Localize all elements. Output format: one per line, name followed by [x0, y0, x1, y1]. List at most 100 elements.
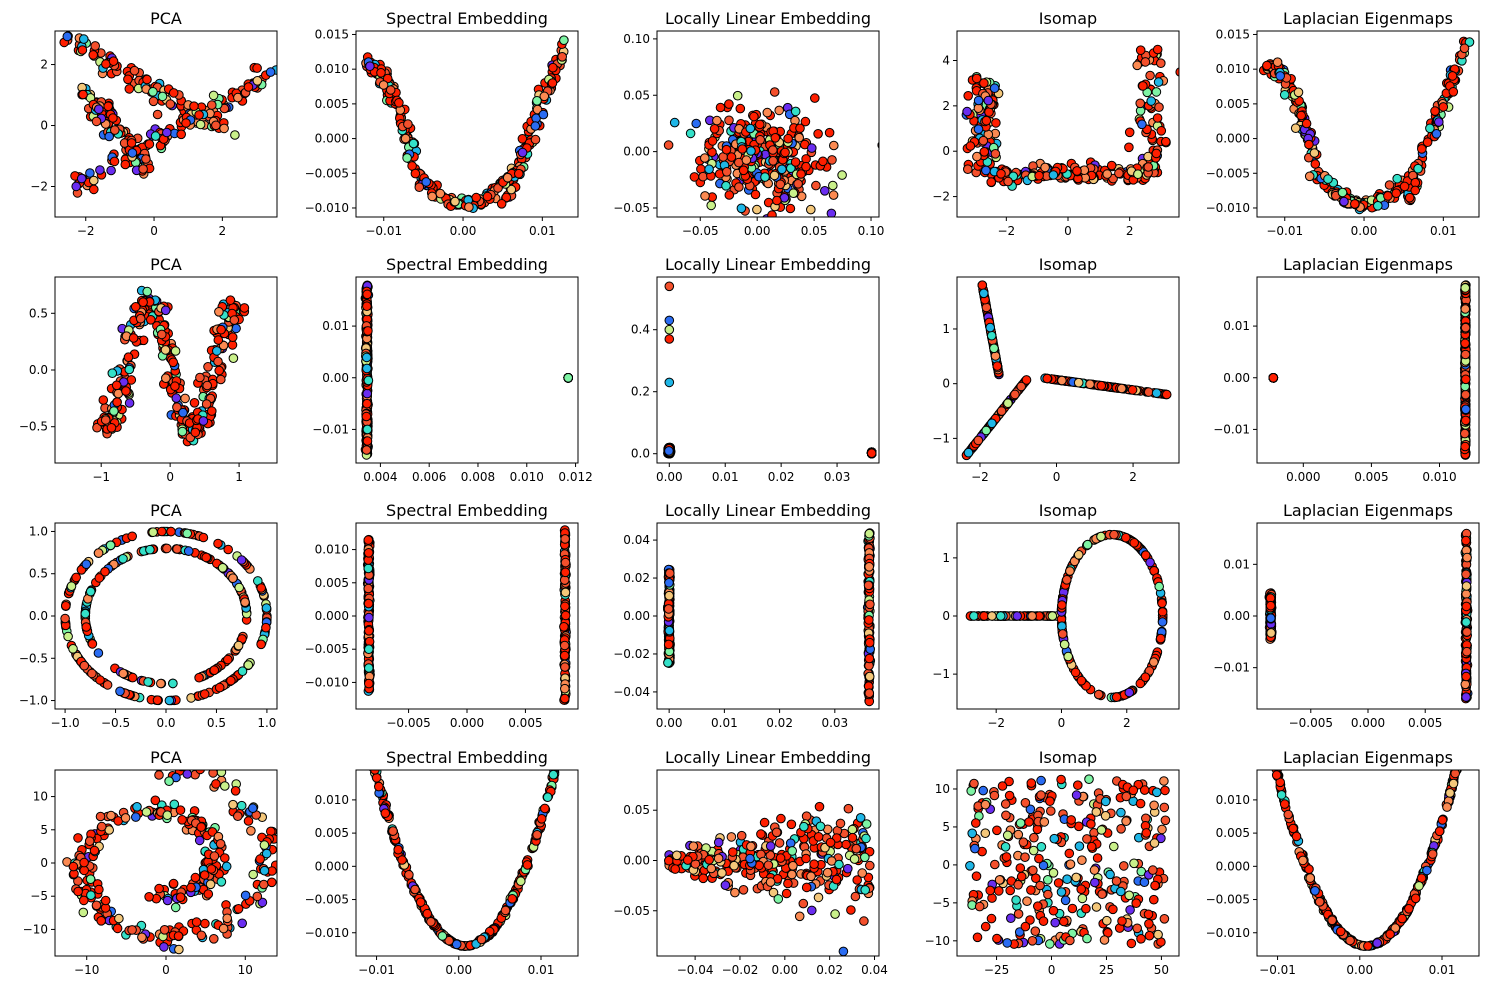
scatter-point — [1114, 168, 1124, 179]
y-tick-label: 2 — [942, 99, 950, 113]
y-tick-label: 0.0 — [29, 609, 48, 623]
scatter-point — [669, 117, 680, 128]
scatter-point — [689, 172, 700, 182]
scatter-point — [168, 88, 179, 98]
scatter-point — [126, 138, 137, 148]
scatter-point — [1157, 607, 1168, 617]
scatter-point — [1152, 44, 1163, 55]
scatter-point — [152, 695, 163, 706]
scatter-point — [363, 598, 374, 609]
scatter-point — [243, 660, 254, 670]
scatter-point — [226, 675, 236, 686]
scatter-point — [1262, 60, 1272, 71]
scatter-point — [141, 154, 151, 164]
x-tick-label: −2 — [971, 470, 989, 484]
scatter-point — [361, 411, 372, 422]
scatter-point — [777, 164, 787, 175]
scatter-point — [228, 573, 238, 584]
scatter-point — [378, 80, 389, 90]
scatter-point — [726, 152, 737, 162]
x-tick-label: 0.006 — [412, 470, 446, 484]
scatter-point — [1434, 117, 1444, 127]
scatter-point — [548, 62, 558, 73]
scatter-point — [1275, 71, 1285, 81]
scatter-point — [106, 165, 116, 176]
scatter-point — [502, 172, 513, 183]
scatter-point — [71, 572, 81, 583]
scatter-point — [989, 83, 1000, 93]
scatter-point — [124, 398, 135, 408]
y-tick-label: 0.0 — [29, 363, 48, 377]
scatter-point — [1135, 98, 1145, 109]
scatter-point — [1296, 110, 1306, 121]
scatter-point — [864, 671, 875, 682]
scatter-point — [162, 543, 172, 554]
scatter-point — [68, 644, 78, 654]
scatter-point — [120, 159, 131, 170]
scatter-point — [724, 190, 735, 200]
scatter-point — [1140, 57, 1151, 67]
scatter-point — [91, 116, 102, 127]
y-tick-label: 0 — [942, 144, 950, 158]
x-tick-label: 2 — [1126, 224, 1134, 238]
x-tick-label: 2 — [1123, 716, 1131, 730]
scatter-point — [361, 352, 372, 363]
subplot-2-4: Isomap−2 0 2−101 — [932, 255, 1180, 484]
scatter-point — [207, 100, 217, 110]
scatter-point — [785, 203, 796, 214]
scatter-point — [985, 322, 996, 333]
scatter-point — [560, 601, 570, 612]
scatter-point — [1102, 169, 1112, 179]
scatter-point — [103, 101, 113, 112]
scatter-point — [362, 424, 373, 435]
y-tick-label: 0.04 — [623, 533, 650, 547]
scatter-point — [183, 546, 194, 556]
scatter-point — [168, 678, 178, 689]
scatter-point — [81, 559, 92, 570]
scatter-point — [794, 132, 805, 143]
scatter-point — [109, 156, 120, 167]
scatter-point — [1072, 166, 1082, 176]
scatter-point — [563, 373, 574, 383]
scatter-point — [506, 184, 517, 195]
scatter-points — [92, 285, 250, 447]
scatter-point — [712, 115, 722, 126]
scatter-point — [1065, 566, 1075, 576]
scatter-point — [1290, 123, 1301, 133]
scatter-point — [996, 406, 1007, 416]
scatter-point — [1337, 187, 1348, 198]
scatter-point — [195, 372, 205, 383]
scatter-point — [1151, 87, 1162, 97]
subplot-3-1: PCA−1.0 −0.5 0.0 0.5 1.0−1.0−0.50.00.51.0 — [19, 501, 278, 730]
scatter-point — [1384, 180, 1395, 190]
scatter-point — [225, 295, 236, 306]
scatter-point — [864, 653, 875, 664]
scatter-point — [790, 106, 801, 117]
scatter-point — [201, 399, 212, 409]
y-tick-label: 0.10 — [623, 32, 650, 46]
scatter-point — [1040, 162, 1050, 173]
scatter-point — [1076, 675, 1087, 686]
scatter-point — [780, 147, 790, 158]
scatter-point — [768, 145, 778, 155]
scatter-point — [1073, 550, 1084, 560]
y-tick-label: 0.005 — [1216, 97, 1250, 111]
y-tick-label: 0 — [942, 377, 950, 391]
scatter-point — [749, 111, 759, 122]
scatter-point — [177, 426, 188, 437]
scatter-point — [189, 101, 199, 111]
scatter-point — [664, 324, 675, 335]
scatter-point — [1460, 283, 1470, 293]
scatter-point — [1149, 657, 1159, 667]
scatter-point — [1422, 137, 1433, 147]
scatter-point — [1140, 672, 1151, 683]
scatter-point — [1073, 377, 1084, 388]
scatter-point — [211, 120, 221, 131]
x-tick-label: 0.005 — [508, 716, 542, 730]
scatter-point — [362, 363, 372, 374]
scatter-point — [560, 557, 571, 568]
scatter-point — [217, 563, 228, 573]
scatter-point — [800, 116, 811, 127]
